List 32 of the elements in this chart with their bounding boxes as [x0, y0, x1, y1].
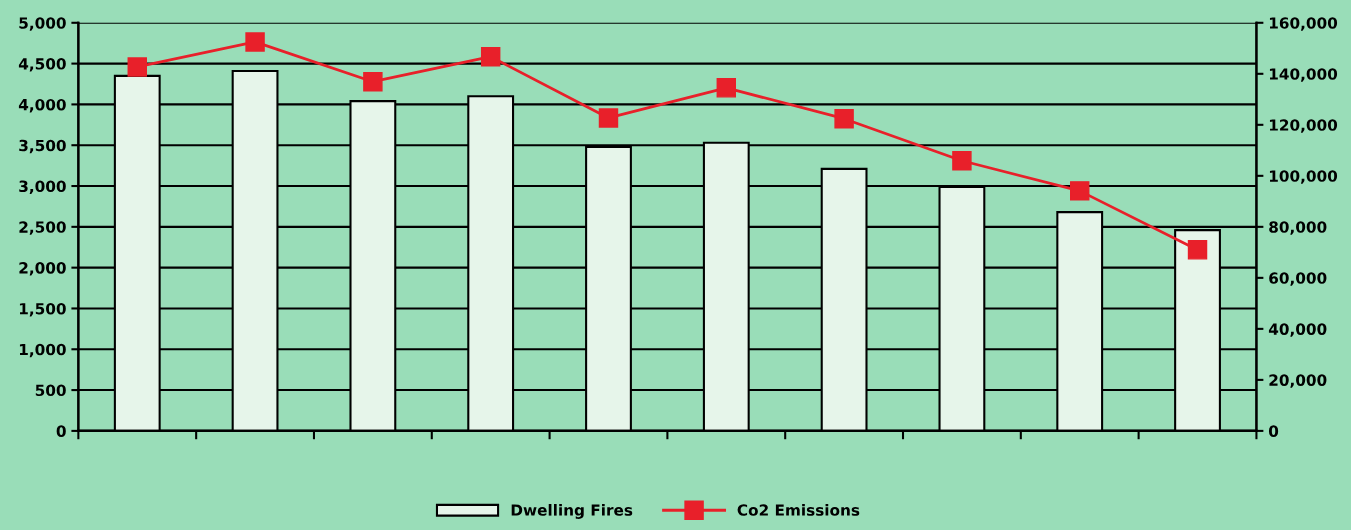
y2-tick-label: 160,000: [1269, 17, 1338, 31]
point: [716, 78, 737, 98]
y-tick-label: 2,500: [19, 221, 66, 235]
y-tick-label: 3,000: [19, 180, 66, 194]
point: [834, 108, 854, 129]
y2-tick-label: 60,000: [1269, 272, 1327, 286]
point: [598, 108, 619, 128]
y2-tick-label: 20,000: [1269, 374, 1327, 388]
point: [480, 46, 501, 67]
y2-tick-label: 140,000: [1269, 68, 1338, 82]
point: [952, 151, 972, 171]
y2-tick-label: 100,000: [1269, 170, 1338, 184]
y2-tick-label: 0: [1268, 425, 1279, 437]
point: [1069, 181, 1090, 201]
legend-label: Dwelling Fires: [511, 503, 633, 519]
legend-label: Co2 Emissions: [737, 503, 860, 516]
y-tick-label: 3,500: [19, 139, 66, 154]
y-tick-label: 5,000: [19, 17, 66, 31]
y2-tick-label: 120,000: [1269, 119, 1338, 133]
y-tick-label: 2,000: [19, 262, 66, 276]
y-tick-label: 1,000: [19, 343, 66, 358]
point: [127, 57, 147, 77]
y2-tick-label: 80,000: [1269, 221, 1327, 235]
point: [363, 71, 383, 92]
y-tick-label: 0: [56, 425, 66, 437]
y-tick-label: 4,500: [18, 58, 66, 72]
y-tick-label: 4,000: [18, 98, 66, 113]
y-tick-label: 500: [35, 384, 66, 397]
point: [245, 32, 265, 52]
y-tick-label: 1,500: [19, 302, 66, 317]
y2-tick-label: 40,000: [1268, 323, 1327, 337]
point: [1187, 240, 1208, 260]
